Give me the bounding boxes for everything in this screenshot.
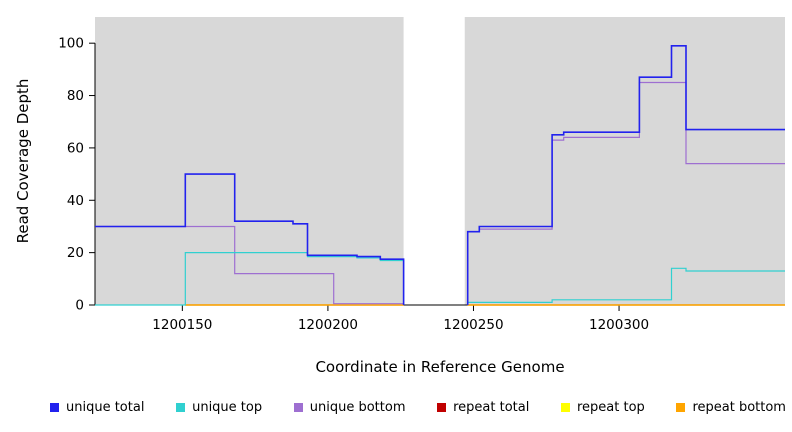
y-tick-label: 40: [67, 193, 84, 209]
legend-item-repeat-total: repeat total: [437, 400, 529, 415]
legend-swatch-icon: [437, 403, 447, 412]
legend-label: repeat total: [453, 400, 530, 415]
legend-label: repeat top: [577, 400, 645, 415]
chart-plot-area: 1200150 1200200 1200250 1200300 0 20 40 60 80 100: [58, 17, 785, 333]
x-tick-label: 1200250: [443, 317, 503, 333]
legend-label: unique bottom: [309, 400, 406, 415]
unique-total-line: [466, 44, 785, 305]
y-tick-label: 0: [75, 298, 84, 314]
unique-total-line: [95, 173, 405, 305]
legend-swatch-icon: [50, 403, 59, 412]
legend-item-unique-total: unique total: [50, 400, 144, 415]
legend-swatch-icon: [176, 403, 186, 412]
legend-item-unique-top: unique top: [176, 400, 262, 415]
legend-item-repeat-bottom: repeat bottom: [676, 400, 786, 415]
y-tick-label: 100: [58, 36, 84, 52]
chart-legend: unique total unique top unique bottom repea…: [50, 400, 786, 415]
legend-label: unique top: [192, 400, 263, 415]
missing-data-gap: [403, 17, 465, 305]
x-tick-label: 1200200: [298, 317, 358, 333]
y-axis-label: Read Coverage Depth: [14, 78, 32, 244]
legend-item-repeat-top: repeat top: [561, 400, 645, 415]
y-tick-label: 20: [67, 245, 84, 261]
y-tick-label: 60: [67, 140, 84, 156]
legend-label: repeat bottom: [692, 400, 786, 415]
legend-swatch-icon: [676, 403, 686, 412]
legend-item-unique-bottom: unique bottom: [293, 400, 406, 415]
y-tick-label: 80: [67, 88, 84, 104]
legend-label: unique total: [66, 400, 145, 415]
x-axis-label: Coordinate in Reference Genome: [315, 358, 565, 376]
legend-swatch-icon: [293, 403, 303, 412]
legend-swatch-icon: [561, 403, 570, 412]
x-tick-label: 1200150: [152, 317, 212, 333]
unique-top-line: [467, 267, 785, 305]
x-tick-label: 1200300: [589, 317, 649, 333]
